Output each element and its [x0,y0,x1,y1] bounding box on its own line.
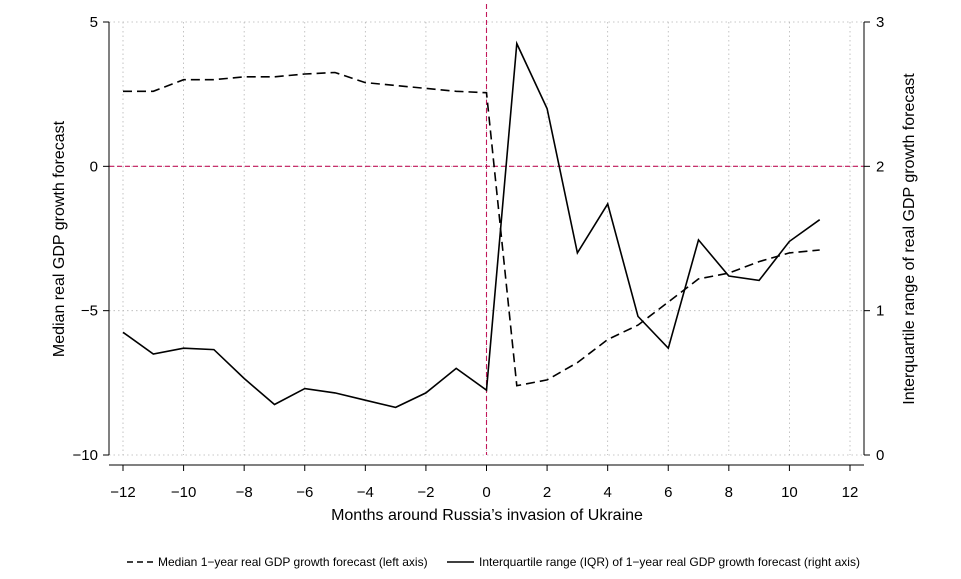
y-left-axis-title: Median real GDP growth forecast [51,120,68,357]
x-tick-label: −12 [110,484,135,501]
x-tick-label: 0 [482,484,490,501]
iqr-series-line [122,40,821,409]
y-right-tick-label: 2 [876,158,884,175]
x-tick-label: 12 [842,484,859,501]
x-tick-label: −2 [417,484,434,501]
x-tick-label: −10 [171,484,196,501]
y-left-tick-label: 5 [90,14,98,31]
y-right-tick-label: 3 [876,14,884,31]
legend-label-median: Median 1−year real GDP growth forecast (… [158,555,428,569]
y-right-tick-label: 1 [876,303,884,320]
x-tick-label: 10 [781,484,798,501]
x-tick-label: −4 [357,484,374,501]
x-tick-label: 2 [543,484,551,501]
legend-label-iqr: Interquartile range (IQR) of 1−year real… [479,555,860,569]
x-tick-label: −6 [296,484,313,501]
y-right-axis-title: Interquartile range of real GDP growth f… [901,73,918,405]
x-tick-label: 8 [725,484,733,501]
x-axis-title: Months around Russia’s invasion of Ukrai… [331,507,643,524]
median-series-line [123,71,820,387]
reference-lines [109,4,864,455]
grid [109,21,864,456]
y-left-tick-label: 0 [90,158,98,175]
y-left-tick-label: −10 [73,447,98,464]
legend: Median 1−year real GDP growth forecast (… [127,555,860,569]
y-right-tick-label: 0 [876,447,884,464]
x-tick-label: 4 [603,484,611,501]
x-tick-label: −8 [236,484,253,501]
y-left-tick-label: −5 [81,303,98,320]
series [122,40,821,409]
x-tick-label: 6 [664,484,672,501]
